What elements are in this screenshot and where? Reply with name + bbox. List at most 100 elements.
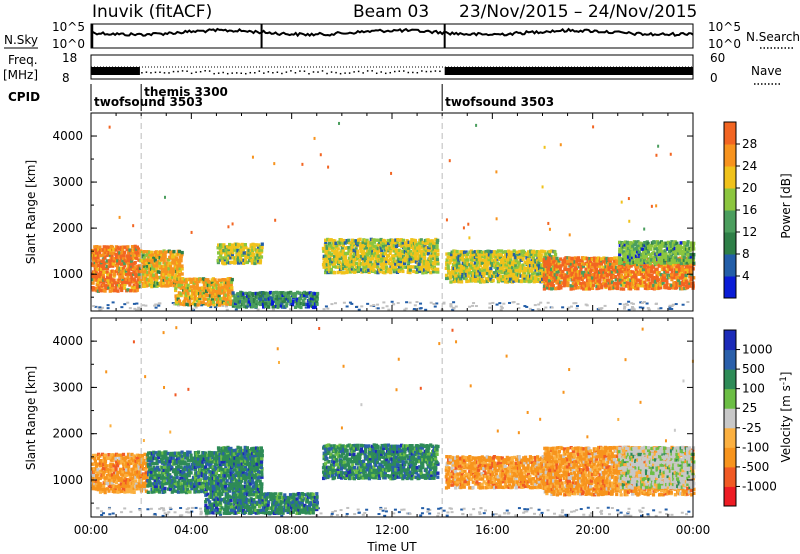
data-cell [533, 258, 537, 263]
data-cell [616, 286, 620, 291]
scatter-cell [565, 514, 569, 517]
data-cell [595, 286, 599, 291]
data-cell [131, 254, 135, 258]
data-cell [106, 487, 110, 491]
sparse-cell [445, 218, 448, 222]
data-cell [313, 305, 317, 309]
scatter-cell [120, 306, 124, 309]
data-cell [665, 281, 669, 285]
scatter-cell [330, 512, 334, 515]
data-cell [558, 283, 562, 287]
scatter-cell [303, 301, 307, 304]
data-cell [137, 482, 141, 486]
data-cell [411, 254, 415, 258]
data-cell [146, 453, 150, 457]
data-cell [98, 487, 102, 491]
data-cell [416, 264, 420, 269]
data-cell [405, 244, 409, 248]
scatter-cell [647, 308, 651, 311]
data-cell [336, 265, 340, 269]
data-cell [552, 260, 556, 264]
freq-dot [222, 71, 224, 74]
data-cell [132, 458, 136, 463]
data-cell [176, 490, 180, 494]
data-cell [174, 265, 178, 269]
data-cell [116, 490, 120, 494]
data-cell [664, 252, 668, 256]
data-cell [649, 253, 653, 257]
data-cell [181, 279, 185, 284]
data-cell [289, 299, 293, 303]
data-cell [352, 248, 356, 253]
data-cell [505, 274, 510, 278]
data-cell [216, 302, 220, 307]
data-cell [414, 265, 418, 270]
data-cell [602, 256, 606, 260]
data-cell [299, 301, 303, 306]
data-cell [403, 259, 407, 263]
data-cell [324, 251, 328, 255]
data-cell [130, 288, 134, 292]
scatter-cell [426, 508, 430, 511]
scatter-cell [494, 513, 498, 516]
data-cell [123, 458, 127, 462]
scatter-cell [652, 509, 656, 512]
data-cell [180, 486, 184, 491]
data-cell [688, 281, 692, 285]
data-cell [632, 249, 636, 253]
data-cell [179, 469, 183, 474]
data-cell [148, 267, 152, 271]
data-cell [123, 484, 127, 489]
data-cell [329, 262, 333, 266]
data-cell [112, 456, 116, 460]
data-cell [687, 253, 691, 257]
data-cell [103, 284, 107, 288]
freq-dot [371, 70, 373, 72]
data-cell [121, 484, 125, 488]
data-cell [539, 265, 543, 270]
data-cell [94, 453, 98, 458]
sparse-cell [301, 162, 304, 166]
data-cell [264, 304, 268, 308]
data-cell [283, 300, 287, 304]
data-cell [306, 302, 310, 306]
scatter-cell [627, 308, 631, 311]
data-cell [251, 301, 255, 306]
data-cell [96, 282, 100, 287]
data-cell [626, 267, 630, 272]
data-cell [654, 240, 658, 244]
data-cell [107, 281, 111, 285]
data-cell [121, 286, 125, 290]
data-cell [174, 256, 178, 260]
data-cell [231, 250, 235, 255]
data-cell [109, 453, 113, 457]
data-cell [539, 277, 543, 281]
data-cell [614, 275, 618, 279]
data-cell [627, 277, 631, 282]
data-cell [214, 297, 218, 301]
sparse-cell [592, 125, 595, 129]
data-cell [144, 266, 148, 270]
data-cell [573, 268, 577, 272]
data-cell [515, 272, 519, 276]
data-cell [192, 284, 196, 288]
data-cell [128, 266, 132, 270]
data-cell [121, 456, 125, 461]
scatter-cell [133, 307, 137, 310]
scatter-cell [100, 510, 104, 513]
data-cell [485, 252, 489, 256]
data-cell [157, 470, 161, 475]
data-cell [692, 247, 696, 251]
data-cell [652, 283, 656, 288]
scatter-cell [256, 308, 260, 311]
data-cell [171, 456, 175, 460]
data-cell [236, 261, 241, 265]
data-cell [397, 265, 401, 269]
data-cell [630, 276, 634, 280]
data-cell [397, 259, 401, 263]
data-cell [373, 259, 377, 264]
data-cell [557, 264, 561, 269]
data-cell [471, 276, 475, 281]
colorbar-swatch [724, 144, 736, 167]
scatter-cell [572, 302, 576, 305]
